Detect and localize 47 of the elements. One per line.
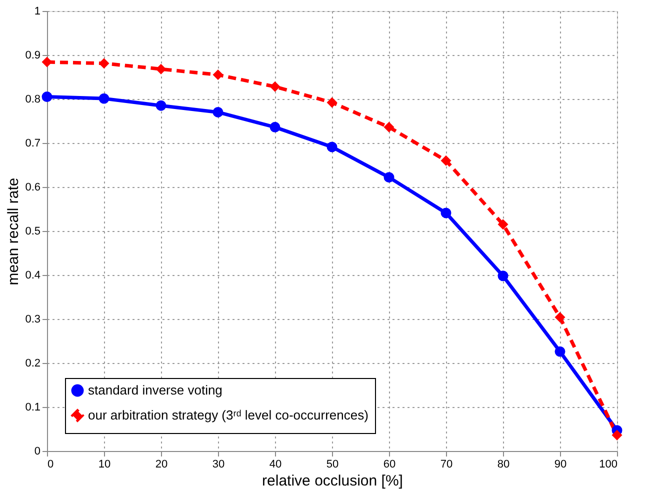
y-tick-label: 0 bbox=[34, 446, 40, 458]
point bbox=[270, 122, 280, 132]
point bbox=[384, 172, 394, 183]
point bbox=[554, 346, 566, 357]
point bbox=[326, 142, 338, 152]
point bbox=[156, 64, 166, 74]
x-tick-label: 100 bbox=[599, 458, 618, 470]
point bbox=[326, 97, 338, 108]
y-tick-label: 0.4 bbox=[25, 270, 40, 282]
y-tick-label: 0.2 bbox=[25, 358, 40, 370]
y-axis-title: mean recall rate bbox=[5, 178, 22, 286]
y-tick-label: 1 bbox=[34, 6, 40, 18]
point bbox=[498, 270, 508, 282]
x-tick-label: 90 bbox=[554, 458, 567, 470]
y-tick-label: 0.7 bbox=[25, 138, 40, 150]
y-tick-label: 0.1 bbox=[25, 402, 40, 414]
x-tick-label: 10 bbox=[98, 458, 111, 470]
legend-label: standard inverse voting bbox=[88, 382, 222, 398]
x-axis-title: relative occlusion [%] bbox=[262, 472, 403, 490]
x-tick-label: 80 bbox=[497, 458, 510, 470]
point bbox=[440, 208, 452, 218]
point bbox=[270, 81, 280, 92]
x-tick-label: 0 bbox=[48, 458, 54, 470]
x-tick-label: 60 bbox=[383, 458, 396, 470]
y-tick-label: 0.6 bbox=[25, 182, 40, 194]
point bbox=[156, 100, 166, 111]
point bbox=[212, 106, 224, 118]
x-tick-label: 50 bbox=[326, 458, 339, 470]
y-tick-label: 0.3 bbox=[25, 314, 40, 326]
legend-label: our arbitration strategy (3ʳᵈ level co-occurrences) bbox=[88, 408, 368, 422]
point bbox=[498, 219, 508, 230]
point bbox=[554, 312, 566, 322]
point bbox=[384, 122, 394, 132]
x-tick-label: 30 bbox=[212, 458, 225, 470]
point bbox=[42, 56, 52, 68]
y-tick-label: 0.5 bbox=[25, 226, 40, 238]
point bbox=[98, 58, 110, 69]
x-tick-label: 20 bbox=[155, 458, 168, 470]
point bbox=[212, 70, 224, 80]
point bbox=[42, 92, 52, 102]
point bbox=[440, 155, 452, 166]
y-tick-label: 0.8 bbox=[25, 94, 40, 106]
x-tick-label: 70 bbox=[440, 458, 453, 470]
point bbox=[98, 93, 110, 104]
point bbox=[612, 430, 622, 440]
y-tick-label: 0.9 bbox=[25, 50, 40, 62]
x-tick-label: 40 bbox=[269, 458, 282, 470]
